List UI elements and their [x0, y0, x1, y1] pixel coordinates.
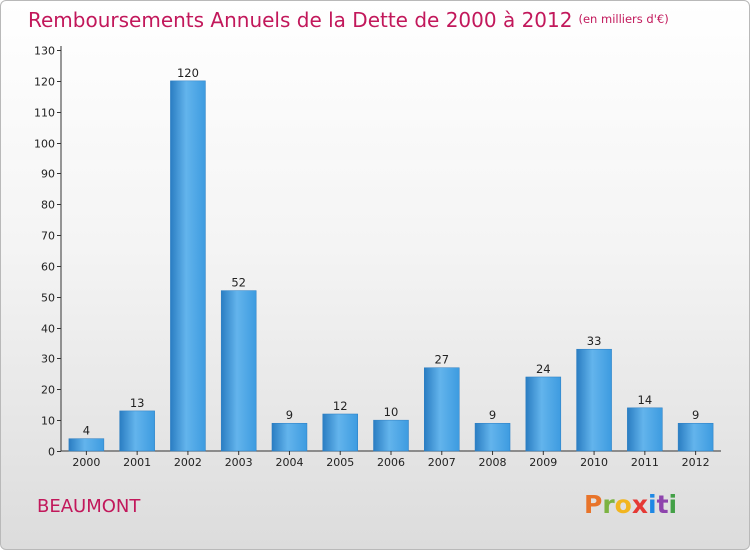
bar: [424, 367, 460, 452]
x-tick-label: 2010: [580, 456, 608, 469]
bar-value-label: 120: [177, 66, 199, 80]
y-tick-label: 0: [48, 446, 55, 459]
bar: [627, 407, 663, 452]
chart-title-text: Remboursements Annuels de la Dette de 20…: [28, 8, 573, 32]
x-tick-label: 2006: [377, 456, 405, 469]
bar: [68, 438, 105, 452]
proxiti-logo-letter: i: [668, 490, 678, 519]
x-tick-label: 2000: [72, 456, 100, 469]
y-tick-label: 120: [34, 76, 55, 89]
y-tick-label: 60: [41, 261, 55, 274]
y-tick-label: 50: [41, 292, 55, 305]
bar: [119, 410, 155, 452]
x-tick-label: 2003: [225, 456, 253, 469]
x-tick-label: 2012: [682, 456, 710, 469]
proxiti-logo-letter: x: [631, 490, 648, 519]
bar: [373, 419, 409, 452]
x-tick-label: 2007: [428, 456, 456, 469]
x-tick-label: 2005: [326, 456, 354, 469]
y-tick-label: 40: [41, 323, 55, 336]
y-tick-label: 70: [41, 230, 55, 243]
bar-value-label: 4: [83, 424, 90, 438]
y-tick-label: 130: [34, 45, 55, 58]
commune-name: BEAUMONT: [37, 496, 141, 517]
proxiti-logo-letter: t: [656, 490, 669, 519]
x-tick-label: 2011: [631, 456, 659, 469]
bar-value-label: 24: [536, 362, 551, 376]
bar-value-label: 52: [231, 276, 246, 290]
bar-value-label: 14: [638, 393, 653, 407]
bar-value-label: 33: [587, 334, 602, 348]
proxiti-logo-letter: r: [602, 490, 615, 519]
bar: [576, 348, 612, 452]
proxiti-logo-letter: o: [614, 490, 632, 519]
x-tick-label: 2008: [479, 456, 507, 469]
x-tick-label: 2004: [275, 456, 303, 469]
x-tick-label: 2009: [529, 456, 557, 469]
bar-value-label: 9: [286, 408, 293, 422]
bar: [525, 376, 562, 452]
bar-value-label: 9: [692, 408, 699, 422]
x-tick-label: 2001: [123, 456, 151, 469]
y-tick-label: 10: [41, 415, 55, 428]
bar-value-label: 13: [130, 396, 145, 410]
bar: [271, 422, 308, 452]
y-tick-label: 30: [41, 353, 55, 366]
y-tick-label: 80: [41, 199, 55, 212]
y-tick-label: 100: [34, 138, 55, 151]
proxiti-logo[interactable]: Proxiti: [584, 490, 677, 519]
chart-title: Remboursements Annuels de la Dette de 20…: [28, 8, 669, 32]
y-tick-label: 20: [41, 384, 55, 397]
bar-value-label: 10: [384, 405, 399, 419]
proxiti-logo-letter: P: [584, 490, 603, 519]
bar: [220, 290, 257, 452]
bar-value-label: 9: [489, 408, 496, 422]
chart-unit: (en milliers d'€): [578, 12, 669, 26]
proxiti-logo-letter: i: [648, 490, 657, 519]
bar-value-label: 12: [333, 399, 348, 413]
bar: [322, 413, 358, 452]
bar: [677, 422, 714, 452]
y-tick-label: 90: [41, 168, 55, 181]
bar: [170, 80, 206, 452]
x-tick-label: 2002: [174, 456, 202, 469]
bar-value-label: 27: [434, 353, 449, 367]
bar: [474, 422, 511, 452]
y-tick-label: 110: [34, 107, 55, 120]
